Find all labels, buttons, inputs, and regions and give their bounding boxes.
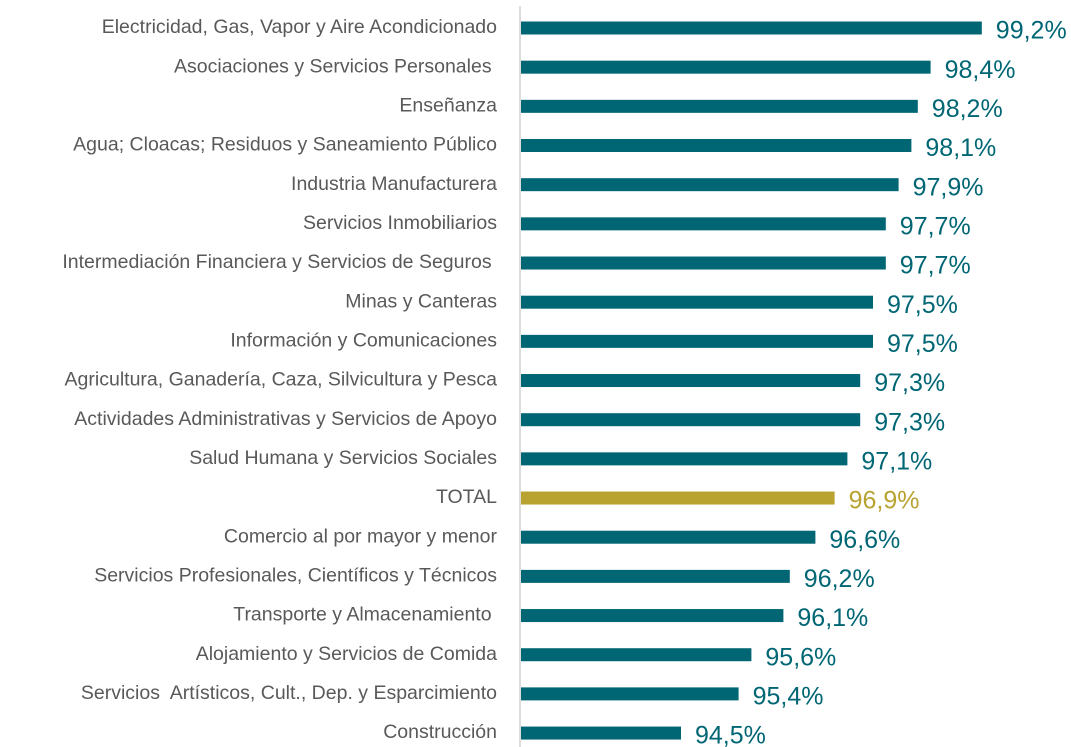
value-label: 96,6% bbox=[829, 526, 900, 554]
category-label: Servicios Profesionales, Científicos y T… bbox=[94, 565, 497, 587]
value-label: 97,5% bbox=[887, 330, 958, 358]
bar bbox=[521, 413, 861, 427]
bar bbox=[521, 334, 873, 348]
category-label: Asociaciones y Servicios Personales bbox=[174, 55, 497, 77]
value-label: 97,3% bbox=[874, 408, 945, 436]
value-label: 97,1% bbox=[861, 447, 932, 475]
value-label: 95,6% bbox=[765, 643, 836, 671]
bar bbox=[521, 687, 739, 701]
value-label: 97,3% bbox=[874, 369, 945, 397]
value-label: 97,7% bbox=[900, 212, 971, 240]
category-label: TOTAL bbox=[436, 486, 497, 508]
category-label: Enseñanza bbox=[399, 94, 497, 116]
bar bbox=[521, 256, 886, 270]
category-label: Agua; Cloacas; Residuos y Saneamiento Pú… bbox=[73, 134, 497, 156]
value-label: 96,1% bbox=[797, 604, 868, 632]
category-label: Industria Manufacturera bbox=[291, 173, 497, 195]
category-label: Intermediación Financiera y Servicios de… bbox=[62, 251, 497, 273]
value-label: 99,2% bbox=[996, 17, 1067, 45]
bar bbox=[521, 139, 912, 153]
value-label: 94,5% bbox=[695, 722, 766, 747]
bar bbox=[521, 295, 873, 309]
value-label: 97,9% bbox=[913, 173, 984, 201]
bar bbox=[521, 60, 931, 74]
bar bbox=[521, 217, 886, 231]
category-label: Salud Humana y Servicios Sociales bbox=[189, 447, 497, 469]
bar bbox=[521, 530, 816, 544]
bar bbox=[521, 648, 752, 662]
bar bbox=[521, 569, 790, 583]
value-label: 97,5% bbox=[887, 291, 958, 319]
value-label: 98,2% bbox=[932, 95, 1003, 123]
bar bbox=[521, 21, 982, 35]
value-label: 97,7% bbox=[900, 252, 971, 280]
bar bbox=[521, 491, 835, 505]
bar bbox=[521, 452, 848, 466]
category-label: Alojamiento y Servicios de Comida bbox=[196, 643, 497, 665]
category-label: Electricidad, Gas, Vapor y Aire Acondici… bbox=[102, 16, 497, 38]
category-label: Construcción bbox=[383, 721, 497, 743]
category-label: Servicios Inmobiliarios bbox=[303, 212, 497, 234]
bar bbox=[521, 99, 918, 113]
value-label: 96,9% bbox=[849, 487, 920, 515]
bar bbox=[521, 609, 784, 623]
category-label: Transporte y Almacenamiento bbox=[233, 604, 497, 626]
bar bbox=[521, 178, 899, 192]
category-label: Comercio al por mayor y menor bbox=[224, 525, 498, 547]
category-label: Servicios Artísticos, Cult., Dep. y Espa… bbox=[81, 682, 497, 704]
category-label: Minas y Canteras bbox=[345, 290, 497, 312]
value-label: 98,1% bbox=[925, 134, 996, 162]
category-label: Actividades Administrativas y Servicios … bbox=[74, 408, 497, 430]
value-label: 95,4% bbox=[753, 682, 824, 710]
bar bbox=[521, 726, 681, 740]
value-label: 98,4% bbox=[945, 56, 1016, 84]
category-label: Agricultura, Ganadería, Caza, Silvicultu… bbox=[65, 369, 498, 391]
value-label: 96,2% bbox=[804, 565, 875, 593]
category-label: Información y Comunicaciones bbox=[230, 330, 497, 352]
bar bbox=[521, 374, 861, 388]
